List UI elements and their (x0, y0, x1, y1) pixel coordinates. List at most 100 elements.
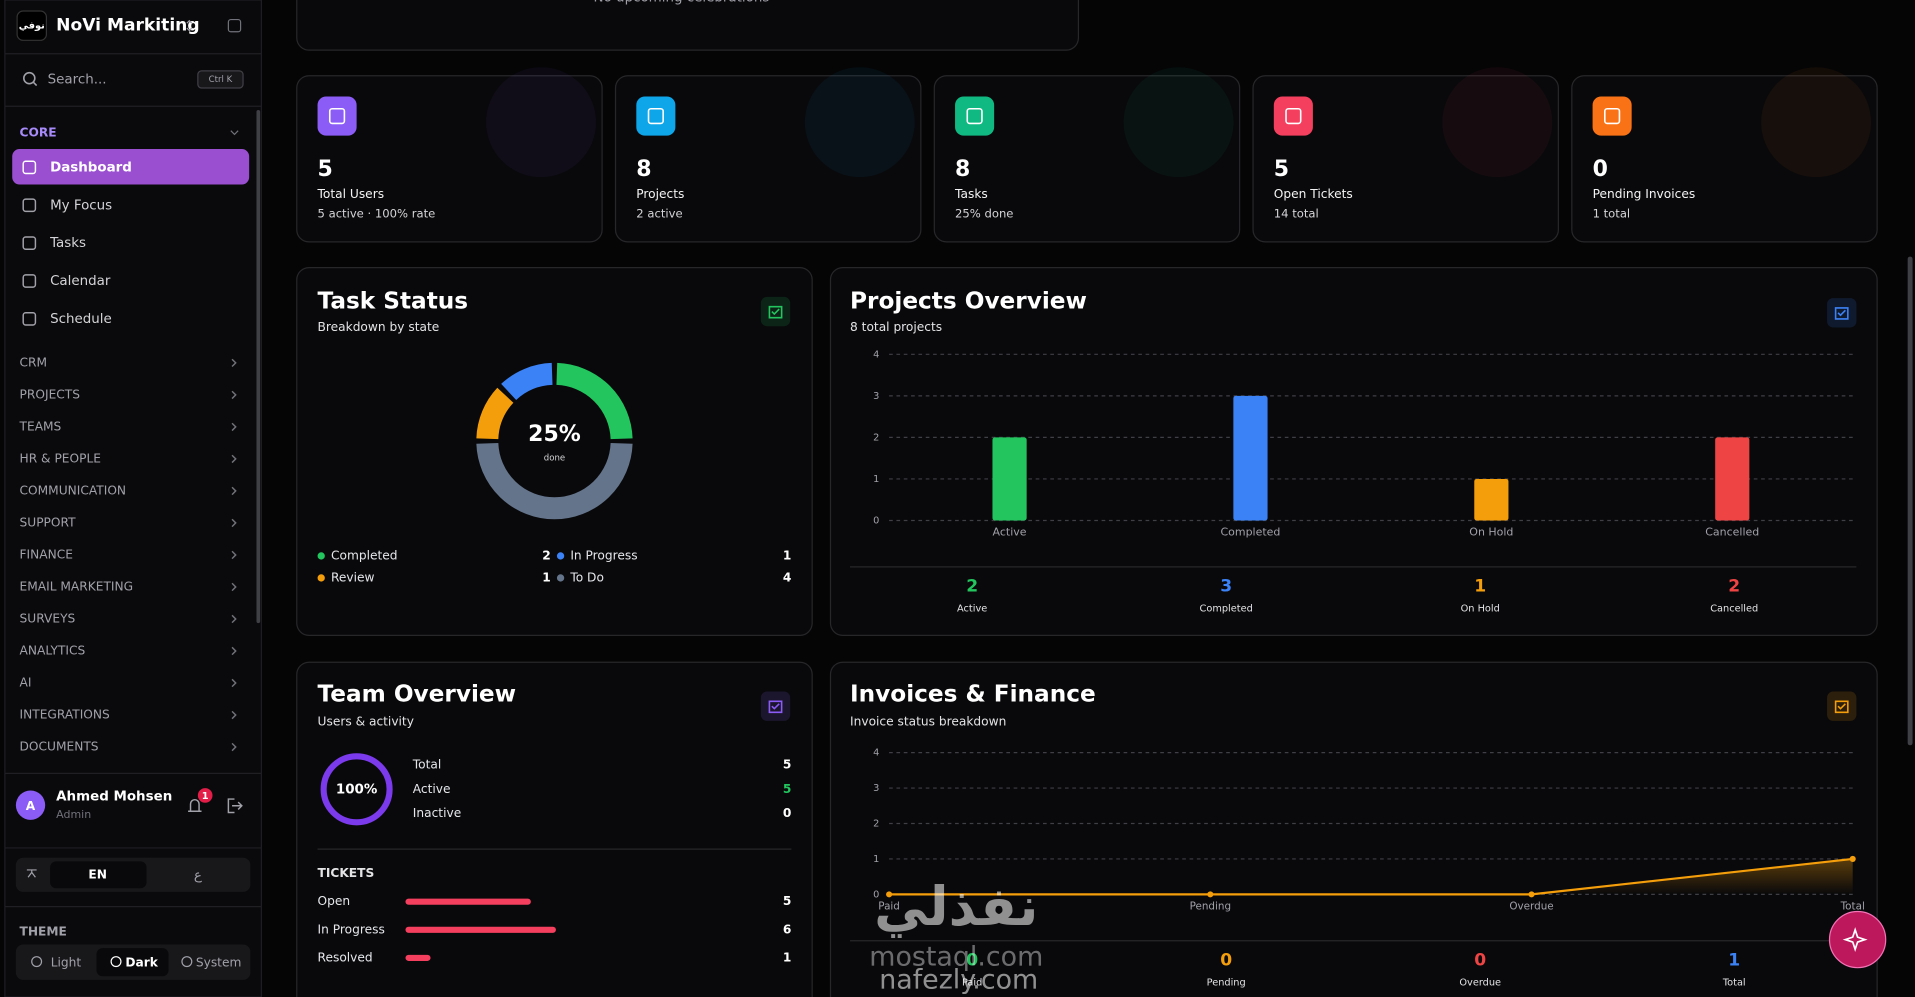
nav-group[interactable]: HR & PEOPLE (20, 451, 101, 465)
task-status-card (296, 266, 813, 636)
summary-value: 2 (1728, 576, 1740, 596)
nav-group[interactable]: PROJECTS (20, 387, 81, 401)
chevron (231, 390, 237, 400)
legend-value: 1 (542, 570, 550, 584)
stat-icon (317, 96, 357, 136)
card-subtitle: Breakdown by state (318, 320, 440, 334)
stat-detail: 14 total (1274, 206, 1319, 220)
badge-count: 1 (202, 791, 209, 802)
summary-value: 3 (1220, 576, 1232, 596)
nav-group[interactable]: ANALYTICS (20, 643, 86, 657)
stat-icon-glyph (647, 107, 664, 125)
card-icon-glyph (768, 305, 783, 319)
card-icon-glyph (1834, 307, 1849, 320)
summary-value: 0 (1220, 950, 1232, 970)
shortcut-box (197, 70, 244, 89)
theme-option[interactable]: Light (51, 955, 82, 969)
summary-value: 0 (966, 950, 978, 970)
card-icon-glyph (768, 700, 783, 714)
summary-label: Overdue (1459, 977, 1501, 988)
y-tick-label: 1 (873, 854, 879, 865)
nav-item[interactable]: Schedule (50, 312, 112, 327)
team-ring (320, 753, 393, 826)
chevron (231, 742, 237, 752)
nav-item[interactable]: Dashboard (50, 160, 132, 175)
nav-item[interactable]: My Focus (50, 198, 112, 213)
language-option[interactable]: EN (88, 867, 107, 881)
summary-label: Active (957, 603, 987, 614)
team-row-value: 5 (783, 782, 791, 796)
watermark: نفذلي (874, 875, 1038, 938)
celebrations-card (296, 0, 1080, 51)
user-name: Ahmed Mohsen (56, 790, 172, 805)
card-subtitle: Users & activity (318, 715, 414, 729)
assistant-icon (1842, 927, 1868, 953)
nav-active (12, 149, 250, 185)
bar (1474, 478, 1509, 521)
donut-segment (501, 362, 553, 401)
legend-label: To Do (569, 570, 604, 584)
invoices-card (829, 661, 1878, 997)
y-tick-label: 3 (873, 391, 879, 402)
section-toggle[interactable] (230, 130, 239, 136)
assistant-button[interactable] (1828, 910, 1887, 969)
stat-label: Pending Invoices (1593, 187, 1696, 201)
stat-label: Open Tickets (1274, 187, 1353, 201)
stat-card (614, 75, 922, 243)
card-title: Team Overview (318, 681, 517, 708)
x-tick-label: Total (1840, 901, 1865, 913)
theme-option[interactable]: System (196, 955, 242, 969)
nav-group[interactable]: TEAMS (19, 419, 62, 433)
line-point (1528, 891, 1535, 898)
watermark: nafezly.com (879, 965, 1038, 996)
bell-icon[interactable] (188, 798, 202, 813)
nav-item[interactable]: Tasks (49, 236, 86, 251)
section-label: CORE (20, 126, 57, 140)
legend-value: 2 (542, 548, 550, 562)
nav-group[interactable]: CRM (20, 355, 48, 369)
team-card (296, 661, 813, 997)
summary-label: Pending (1207, 977, 1246, 988)
card-title: Task Status (318, 287, 469, 314)
stat-value: 0 (1593, 157, 1608, 182)
user-role: Admin (56, 808, 91, 821)
search-input[interactable]: Search... (48, 72, 107, 87)
nav-item[interactable]: Calendar (50, 274, 111, 289)
team-row-label: Total (412, 757, 441, 771)
y-tick-label: 1 (873, 474, 879, 485)
collapse-button[interactable] (227, 18, 242, 33)
nav-group[interactable]: INTEGRATIONS (20, 708, 111, 722)
stat-card (933, 75, 1241, 243)
card-subtitle: Invoice status breakdown (850, 715, 1006, 729)
team-row-value: 0 (783, 806, 791, 820)
stat-value: 8 (955, 157, 970, 182)
nav-group[interactable]: EMAIL MARKETING (20, 579, 134, 593)
theme-option[interactable]: Dark (125, 955, 158, 969)
y-tick-label: 4 (873, 748, 879, 759)
summary-label: Completed (1200, 603, 1253, 614)
logo: نوفي (19, 21, 45, 32)
language-option[interactable]: ع (194, 868, 202, 883)
card-title: Projects Overview (850, 287, 1087, 314)
summary-value: 0 (1474, 950, 1486, 970)
nav-group[interactable]: FINANCE (20, 547, 73, 561)
ticket-value: 5 (783, 894, 791, 908)
chevron (231, 486, 237, 496)
theme-label: THEME (20, 925, 67, 939)
chevron (231, 454, 237, 464)
nav-group[interactable]: SURVEYS (20, 611, 76, 625)
nav-group[interactable]: AI (20, 675, 32, 689)
line (889, 857, 1853, 896)
stat-label: Projects (636, 187, 684, 201)
nav-group[interactable]: COMMUNICATION (20, 483, 127, 497)
nav-group[interactable]: DOCUMENTS (20, 740, 99, 754)
line-point (886, 891, 893, 898)
nav-group[interactable]: SUPPORT (20, 515, 77, 529)
summary-label: Paid (962, 977, 982, 988)
logout-icon[interactable] (227, 798, 243, 814)
donut-segment (555, 362, 633, 440)
ticket-value: 6 (783, 922, 791, 936)
brand[interactable]: NoVi Markiting (56, 16, 199, 36)
stat-detail: 2 active (636, 206, 682, 220)
